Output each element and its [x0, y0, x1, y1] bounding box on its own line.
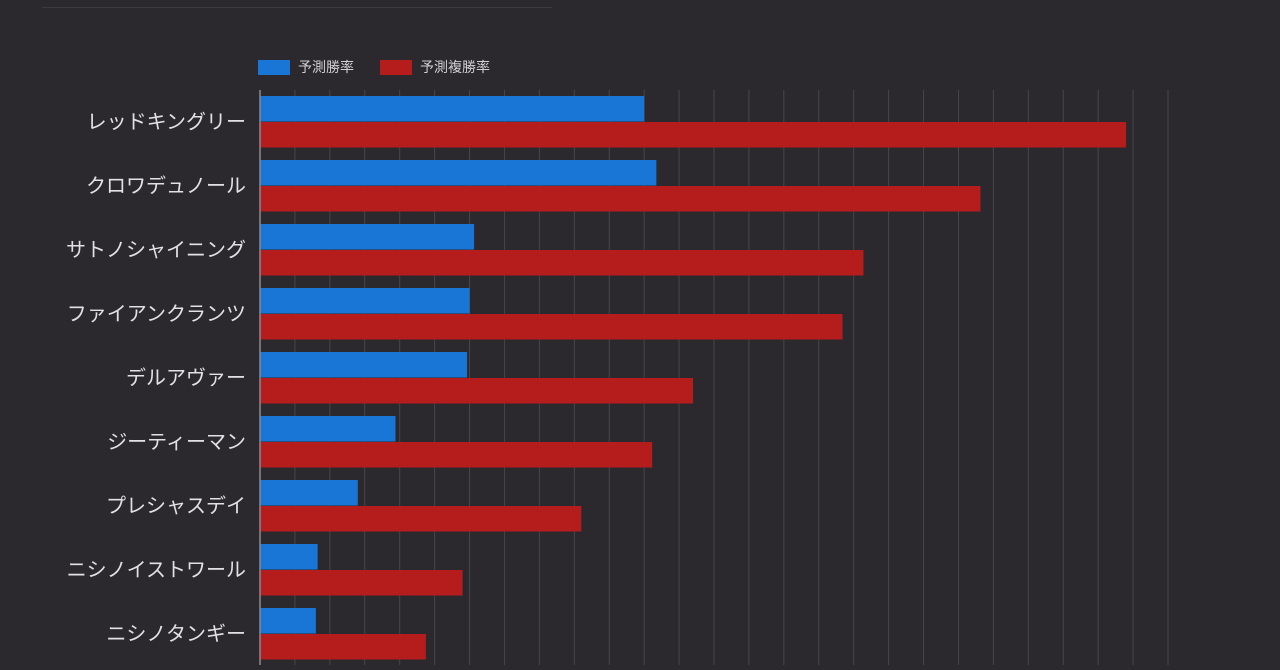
- bar-win-rate[interactable]: [260, 288, 470, 314]
- category-label: プレシャスデイ: [106, 494, 246, 518]
- bars: [260, 96, 1127, 660]
- category-label: ジーティーマン: [107, 430, 246, 454]
- legend-item-place[interactable]: 予測複勝率: [380, 57, 490, 77]
- legend-swatch-place: [380, 59, 412, 75]
- category-label: ニシノイストワール: [67, 558, 246, 582]
- bar-place-rate[interactable]: [260, 506, 582, 532]
- bar-place-rate[interactable]: [260, 186, 981, 212]
- bar-win-rate[interactable]: [260, 224, 475, 250]
- legend-item-win[interactable]: 予測勝率: [258, 57, 354, 77]
- legend-label-place: 予測複勝率: [420, 60, 490, 76]
- category-label: クロワデュノール: [86, 174, 246, 198]
- category-label: サトノシャイニング: [66, 238, 246, 262]
- category-label: デルアヴァー: [126, 366, 246, 390]
- bar-place-rate[interactable]: [260, 250, 864, 276]
- bar-win-rate[interactable]: [260, 160, 657, 186]
- bar-win-rate[interactable]: [260, 480, 358, 506]
- legend-label-win: 予測勝率: [298, 60, 354, 76]
- bar-win-rate[interactable]: [260, 96, 645, 122]
- bar-win-rate[interactable]: [260, 352, 468, 378]
- legend: 予測勝率 予測複勝率: [258, 58, 516, 76]
- legend-swatch-win: [258, 59, 290, 75]
- grid-lines: [294, 90, 1169, 665]
- bar-place-rate[interactable]: [260, 314, 843, 340]
- category-labels: レッドキングリークロワデュノールサトノシャイニングファイアンクランツデルアヴァー…: [66, 110, 246, 646]
- category-label: ニシノタンギー: [106, 622, 246, 646]
- bar-place-rate[interactable]: [260, 122, 1127, 148]
- category-label: レッドキングリー: [87, 110, 246, 134]
- bar-win-rate[interactable]: [260, 608, 316, 634]
- top-divider: [42, 7, 552, 8]
- bar-place-rate[interactable]: [260, 378, 694, 404]
- bar-win-rate[interactable]: [260, 544, 318, 570]
- category-label: ファイアンクランツ: [67, 302, 246, 326]
- bar-place-rate[interactable]: [260, 634, 426, 660]
- bar-place-rate[interactable]: [260, 442, 653, 468]
- bar-place-rate[interactable]: [260, 570, 463, 596]
- bar-win-rate[interactable]: [260, 416, 396, 442]
